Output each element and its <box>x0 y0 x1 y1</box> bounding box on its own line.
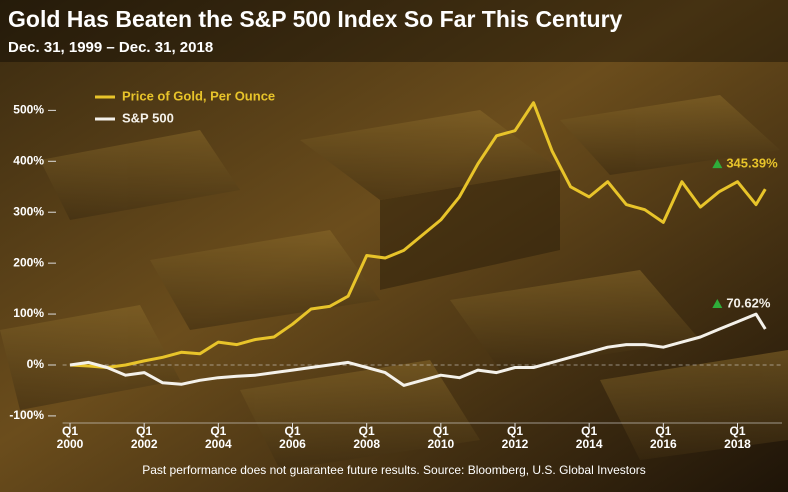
y-tick-label: 200% <box>13 255 44 269</box>
y-tick-label: 400% <box>13 153 44 167</box>
y-tick-label: 0% <box>27 357 45 371</box>
footnote: Past performance does not guarantee futu… <box>142 463 646 477</box>
y-tick-label: 100% <box>13 306 44 320</box>
end-label: 70.62% <box>726 295 771 310</box>
title-band <box>0 0 788 62</box>
chart-title: Gold Has Beaten the S&P 500 Index So Far… <box>8 6 623 32</box>
legend-label: Price of Gold, Per Ounce <box>122 88 275 103</box>
x-tick-label: Q1 2014 <box>575 424 603 451</box>
x-tick-label: Q1 2002 <box>130 424 158 451</box>
y-tick-label: 300% <box>13 204 44 218</box>
x-tick-label: Q1 2018 <box>724 424 751 451</box>
series-line <box>69 101 767 369</box>
x-tick-label: Q1 2010 <box>427 424 455 451</box>
chart-subtitle: Dec. 31, 1999 – Dec. 31, 2018 <box>8 39 213 56</box>
series-line <box>69 312 767 387</box>
x-tick-label: Q1 2008 <box>353 424 381 451</box>
legend-label: S&P 500 <box>122 110 174 125</box>
y-tick-label: -100% <box>9 408 44 422</box>
end-label: 345.39% <box>726 156 778 171</box>
x-tick-label: Q1 2006 <box>279 424 306 451</box>
x-tick-label: Q1 2012 <box>501 424 529 451</box>
up-triangle <box>712 159 723 169</box>
x-tick-label: Q1 2004 <box>204 424 232 451</box>
x-tick-label: Q1 2016 <box>649 424 677 451</box>
up-triangle <box>712 299 723 309</box>
x-tick-label: Q1 2000 <box>56 424 84 451</box>
y-tick-label: 500% <box>13 103 44 117</box>
